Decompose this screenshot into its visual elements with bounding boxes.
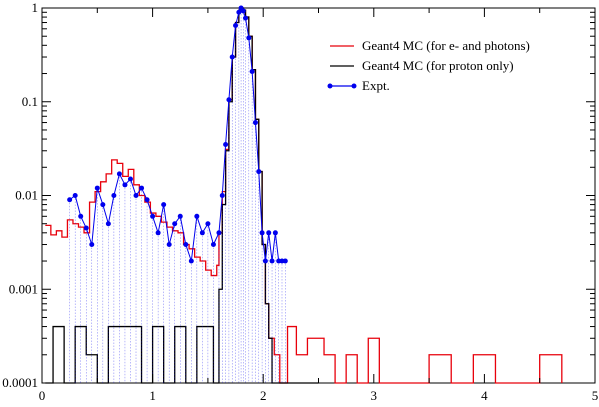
expt-point [83, 225, 89, 231]
legend-label: Expt. [362, 78, 390, 93]
expt-point [223, 141, 229, 147]
expt-point [226, 97, 232, 103]
expt-point [183, 242, 189, 248]
y-tick-label: 0.1 [22, 94, 38, 109]
series-1-line [45, 7, 319, 384]
expt-point [246, 35, 252, 41]
expt-point [252, 120, 258, 126]
expt-point [256, 169, 262, 175]
x-tick-label: 2 [260, 388, 267, 403]
legend-marker [351, 83, 357, 89]
expt-point [139, 185, 145, 191]
x-tick-label: 0 [39, 388, 46, 403]
y-tick-label: 0.001 [9, 281, 38, 296]
legend-label: Geant4 MC (for proton only) [362, 58, 514, 73]
expt-point [272, 230, 278, 236]
legend-marker [327, 83, 333, 89]
expt-point [199, 230, 205, 236]
expt-point [229, 54, 235, 60]
expt-point [282, 258, 288, 264]
expt-point [266, 230, 272, 236]
expt-point [262, 258, 268, 264]
expt-point [216, 230, 222, 236]
expt-point [194, 213, 200, 219]
expt-point [243, 15, 249, 21]
expt-point [188, 258, 194, 264]
series-layer [45, 5, 563, 384]
expt-point [233, 23, 239, 29]
expt-point [127, 176, 133, 182]
expt-point [67, 197, 73, 203]
expt-point [269, 258, 275, 264]
expt-point [205, 221, 211, 227]
expt-point [100, 202, 106, 208]
expt-point [259, 230, 265, 236]
y-tick-label: 1 [32, 0, 39, 15]
x-tick-label: 5 [592, 388, 599, 403]
expt-point [105, 221, 111, 227]
legend: Geant4 MC (for e- and photons) Geant4 MC … [327, 38, 530, 93]
expt-point [72, 193, 78, 198]
expt-point [94, 185, 100, 191]
series-2-line [69, 7, 286, 262]
expt-point [210, 242, 216, 248]
expt-point [219, 193, 225, 198]
expt-point [78, 213, 84, 219]
y-tick-label: 0.0001 [2, 375, 38, 390]
expt-point [122, 182, 128, 188]
expt-point [240, 8, 246, 14]
expt-point [177, 213, 183, 219]
x-tick-label: 3 [371, 388, 378, 403]
x-tick-label: 1 [149, 388, 156, 403]
expt-point [150, 213, 156, 219]
expt-point [133, 193, 139, 198]
y-tick-label: 0.01 [15, 188, 38, 203]
expt-point [161, 202, 167, 208]
expt-point [89, 242, 95, 248]
legend-label: Geant4 MC (for e- and photons) [362, 38, 530, 53]
expt-point [155, 230, 161, 236]
expt-point [166, 242, 172, 248]
expt-point [116, 171, 122, 177]
x-tick-label: 4 [481, 388, 488, 403]
expt-point [236, 9, 242, 15]
expt-point [144, 197, 150, 203]
expt-point [172, 221, 178, 227]
expt-point [249, 69, 255, 75]
expt-point [111, 193, 117, 198]
